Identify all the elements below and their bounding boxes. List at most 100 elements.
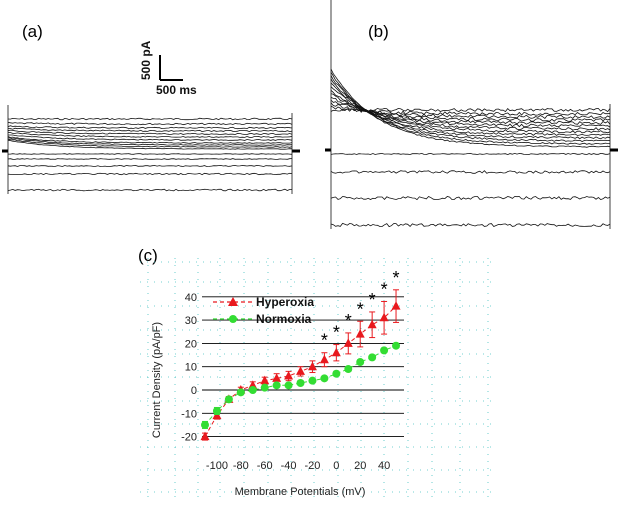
current-trace [330, 99, 611, 122]
y-tick-label: -10 [181, 408, 197, 420]
current-trace [7, 127, 293, 133]
x-tick-label: -60 [257, 460, 273, 472]
data-point-circle [260, 383, 269, 392]
y-tick-label: 20 [185, 338, 197, 350]
x-tick-label: 20 [354, 460, 366, 472]
current-trace [7, 165, 293, 167]
x-tick-label: -80 [233, 460, 249, 472]
y-tick-label: 10 [185, 362, 197, 374]
data-point-circle [224, 395, 233, 404]
significance-marks: * *** *** [321, 268, 400, 351]
y-tick-label: 40 [185, 292, 197, 304]
current-trace [7, 172, 293, 176]
significance-star: * [369, 290, 376, 310]
significance-star: * [381, 279, 388, 299]
current-trace [330, 68, 611, 148]
current-trace [7, 122, 293, 126]
data-point-triangle [391, 301, 401, 310]
series-line [204, 345, 397, 426]
data-point-circle [212, 406, 221, 415]
data-point-circle [320, 374, 329, 383]
current-trace [7, 131, 293, 138]
current-trace [7, 136, 293, 144]
x-axis-label: Membrane Potentials (mV) [235, 486, 366, 498]
x-tick-label: 40 [378, 460, 390, 472]
data-point-circle [284, 381, 293, 390]
current-trace [7, 129, 293, 135]
data-point-circle [344, 365, 353, 374]
series-normoxia [201, 341, 401, 429]
legend-label-hyperoxia: Hyperoxia [256, 295, 314, 309]
y-tick-label: 30 [185, 315, 197, 327]
data-point-triangle [379, 312, 389, 322]
data-point-circle [368, 353, 377, 362]
current-trace [330, 170, 611, 174]
data-point-circle [296, 379, 305, 388]
series-layer [200, 289, 401, 441]
y-tick-labels: -20 -10 0 10 20 30 40 [181, 292, 197, 444]
scale-bar: 500 pA 500 ms [139, 40, 197, 97]
data-point-circle [356, 358, 365, 367]
x-tick-labels: -100 -80 -60 -40 -20 0 20 40 [206, 460, 390, 472]
current-trace [7, 138, 293, 148]
current-traces-b [325, 0, 618, 229]
significance-star: * [345, 311, 352, 331]
x-tick-label: -20 [305, 460, 321, 472]
series-hyperoxia [200, 289, 401, 441]
significance-star: * [333, 323, 340, 343]
significance-star: * [357, 299, 364, 319]
y-tick-label: -20 [181, 432, 197, 444]
panel-label-a: (a) [22, 22, 43, 41]
current-trace [8, 153, 293, 155]
chart-legend: Hyperoxia Normoxia [213, 295, 314, 326]
data-point-triangle [296, 366, 306, 375]
current-trace [7, 188, 293, 192]
current-trace [8, 134, 293, 141]
scale-current-label: 500 pA [139, 40, 153, 80]
current-trace [7, 117, 293, 121]
data-point-triangle [272, 373, 282, 382]
significance-star: * [393, 268, 400, 288]
data-point-triangle [284, 371, 294, 380]
current-trace [7, 139, 293, 150]
current-trace [330, 152, 611, 156]
current-trace [330, 196, 611, 201]
y-axis-label: Current Density (pA/pF) [151, 322, 163, 438]
current-trace [330, 90, 611, 131]
scale-time-label: 500 ms [156, 83, 197, 97]
legend-marker-normoxia [229, 315, 237, 323]
panel-label-b: (b) [368, 22, 389, 41]
legend-label-normoxia: Normoxia [256, 312, 312, 326]
current-trace [330, 75, 611, 142]
data-point-circle [380, 346, 389, 355]
panel-label-c: (c) [138, 246, 158, 265]
data-point-triangle [355, 329, 365, 338]
data-point-triangle [367, 319, 377, 329]
data-point-circle [392, 341, 401, 350]
x-tick-label: -40 [281, 460, 297, 472]
x-tick-label: 0 [333, 460, 339, 472]
current-traces-a [2, 105, 300, 194]
data-point-triangle [260, 375, 270, 385]
significance-star: * [321, 331, 328, 351]
data-point-triangle [319, 354, 329, 364]
data-point-circle [236, 388, 245, 397]
current-trace [330, 107, 611, 113]
data-point-triangle [343, 338, 353, 347]
data-point-circle [332, 369, 341, 378]
data-point-triangle [331, 347, 341, 357]
data-point-circle [248, 386, 257, 394]
data-point-triangle [307, 361, 317, 371]
current-trace [7, 125, 293, 130]
current-trace [330, 97, 611, 125]
data-point-triangle [200, 431, 210, 441]
current-trace [7, 137, 293, 146]
y-tick-label: 0 [191, 385, 197, 397]
current-trace [7, 158, 293, 160]
data-point-circle [201, 420, 209, 429]
legend-marker-hyperoxia [228, 297, 238, 306]
x-tick-label: -100 [206, 460, 228, 472]
current-trace [330, 222, 611, 228]
